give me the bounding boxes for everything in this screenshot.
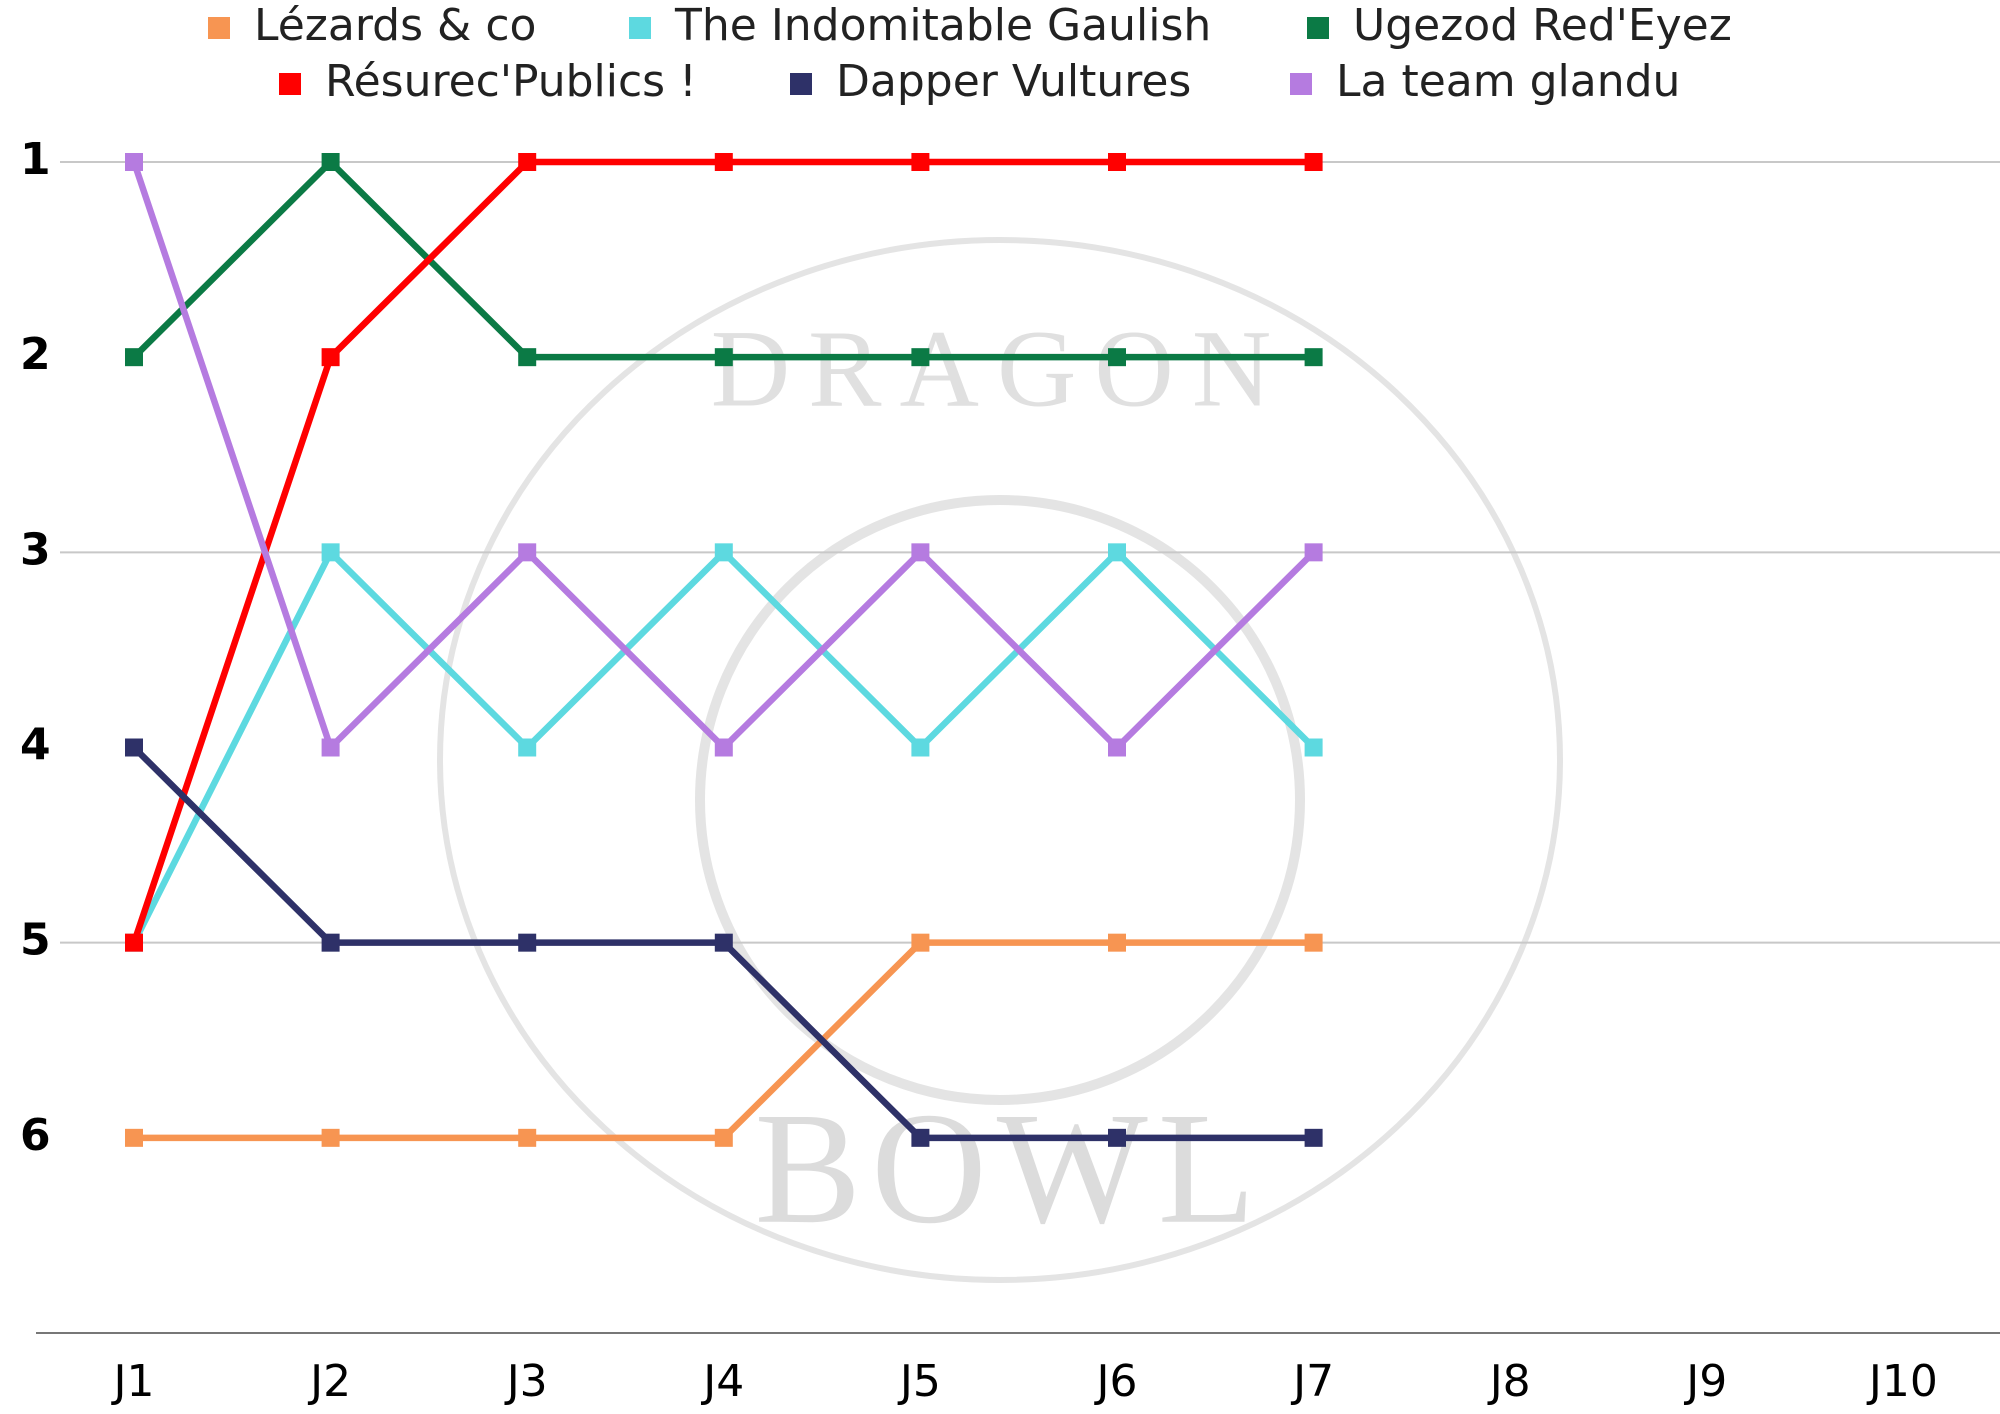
x-tick-label: J6: [1094, 1356, 1138, 1407]
point-marker: [911, 1128, 930, 1147]
legend-marker: [208, 17, 230, 39]
point-marker: [911, 933, 930, 952]
point-marker: [125, 153, 143, 171]
x-tick-label: J3: [504, 1356, 548, 1407]
x-tick-label: J2: [307, 1356, 351, 1407]
legend-label: The Indomitable Gaulish: [674, 0, 1211, 51]
point-marker: [321, 738, 340, 757]
point-marker: [1304, 933, 1323, 952]
point-marker: [1304, 738, 1323, 757]
legend-marker: [790, 73, 812, 95]
point-marker: [1304, 1128, 1323, 1147]
point-marker: [518, 738, 537, 757]
series: [125, 153, 1323, 367]
watermark-circle: [695, 495, 1305, 1105]
legend-marker: [1290, 73, 1312, 95]
series: [125, 153, 1323, 757]
point-marker: [714, 738, 733, 757]
x-tick-label: J8: [1487, 1356, 1531, 1407]
point-marker: [714, 348, 733, 367]
point-marker: [1304, 348, 1323, 367]
point-marker: [714, 153, 733, 171]
point-marker: [911, 738, 930, 757]
point-marker: [911, 543, 930, 562]
point-marker: [321, 153, 340, 171]
y-tick-label: 5: [20, 915, 51, 966]
y-tick-label: 2: [20, 329, 51, 380]
point-marker: [518, 543, 537, 562]
point-marker: [125, 348, 143, 367]
x-tick-label: J5: [897, 1356, 941, 1407]
legend-marker: [279, 73, 301, 95]
point-marker: [1108, 543, 1126, 562]
legend-marker: [1307, 17, 1329, 39]
y-tick-label: 1: [20, 134, 51, 185]
point-marker: [1108, 348, 1126, 367]
x-tick-label: J10: [1866, 1356, 1938, 1407]
x-tick-label: J7: [1290, 1356, 1334, 1407]
series: [125, 153, 1323, 952]
series: [125, 738, 1323, 1147]
point-marker: [1304, 543, 1323, 562]
point-marker: [1108, 738, 1126, 757]
watermark: [437, 237, 1563, 1283]
point-marker: [1108, 153, 1126, 171]
point-marker: [518, 153, 537, 171]
x-tick-label: J1: [111, 1356, 155, 1407]
legend-label: Résurec'Publics !: [325, 56, 697, 107]
point-marker: [518, 933, 537, 952]
point-marker: [321, 348, 340, 367]
point-marker: [518, 348, 537, 367]
point-marker: [125, 1128, 143, 1147]
watermark-outline: [437, 237, 1563, 1283]
point-marker: [911, 153, 930, 171]
point-marker: [125, 933, 143, 952]
point-marker: [321, 933, 340, 952]
series-line: [130, 160, 1316, 751]
watermark-text: BOWL: [754, 1079, 1265, 1257]
y-tick-label: 4: [20, 720, 51, 771]
watermark-text: DRAGON: [711, 307, 1290, 429]
point-marker: [714, 933, 733, 952]
x-tick-label: J4: [700, 1356, 744, 1407]
point-marker: [1304, 153, 1323, 171]
x-tick-label: J9: [1683, 1356, 1727, 1407]
y-tick-label: 6: [20, 1110, 51, 1161]
legend-label: Lézards & co: [254, 0, 536, 51]
legend-label: Dapper Vultures: [836, 56, 1191, 107]
point-marker: [518, 1128, 537, 1147]
point-marker: [1108, 1128, 1126, 1147]
legend-marker: [629, 17, 651, 39]
legend-label: La team glandu: [1336, 56, 1680, 107]
point-marker: [321, 1128, 340, 1147]
legend-label: Ugezod Red'Eyez: [1353, 0, 1732, 51]
point-marker: [321, 543, 340, 562]
point-marker: [125, 738, 143, 757]
point-marker: [911, 348, 930, 367]
point-marker: [714, 543, 733, 562]
y-tick-label: 3: [20, 524, 51, 575]
point-marker: [714, 1128, 733, 1147]
series: [125, 933, 1323, 1147]
point-marker: [1108, 933, 1126, 952]
